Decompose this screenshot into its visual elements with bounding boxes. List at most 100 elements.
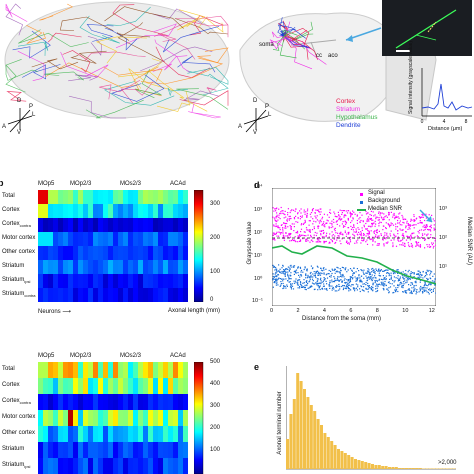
background-point	[323, 272, 325, 274]
heatmap-cell	[183, 232, 188, 247]
background-point	[347, 283, 349, 285]
panel-c-heatmap: MOp5 MOp2/3 MOs2/3 ACAd Total Cortex Cortexco…	[0, 352, 236, 474]
heatmap-cell	[153, 204, 159, 219]
heatmap-cell	[178, 204, 184, 219]
legend-median-snr: Median SNR	[368, 206, 403, 212]
signal-point	[307, 229, 309, 231]
region-label: MOp5	[38, 181, 55, 187]
background-point	[290, 278, 292, 280]
background-point	[319, 278, 322, 281]
background-point	[287, 274, 289, 276]
heatmap-cell	[153, 442, 159, 459]
histogram-bar	[337, 449, 340, 469]
background-point	[375, 288, 377, 290]
legend-cortex: Cortex	[336, 98, 356, 105]
heatmap-cell	[173, 362, 179, 379]
heatmap-cell	[48, 378, 54, 395]
background-point	[337, 276, 339, 278]
signal-point	[279, 227, 281, 229]
background-point	[386, 272, 388, 274]
background-point	[282, 272, 284, 274]
signal-point	[347, 232, 349, 234]
heatmap-cell	[138, 362, 144, 379]
background-point	[314, 273, 316, 275]
background-point	[357, 284, 359, 286]
x-tick-8: 8	[465, 119, 468, 125]
heatmap-cell	[38, 204, 44, 219]
signal-point	[383, 243, 385, 245]
background-point	[385, 284, 387, 286]
axon-trace	[128, 68, 175, 92]
background-point	[367, 282, 369, 284]
signal-point	[339, 216, 341, 218]
heatmap-cell	[43, 458, 49, 474]
signal-point	[334, 242, 336, 244]
signal-point	[318, 220, 320, 222]
background-point	[324, 278, 326, 280]
heatmap-cell	[98, 260, 104, 275]
signal-point	[384, 234, 386, 236]
heatmap-cell	[53, 442, 59, 459]
histogram-bar	[374, 465, 378, 469]
background-point	[406, 281, 408, 283]
background-point	[282, 265, 284, 267]
signal-point	[419, 222, 421, 224]
signal-point	[373, 232, 375, 234]
heatmap-cell	[153, 394, 159, 411]
background-point	[367, 291, 369, 293]
background-point	[323, 269, 325, 271]
heatmap-cell	[168, 394, 174, 411]
heatmap-cell	[48, 274, 54, 289]
background-point	[301, 286, 303, 288]
signal-point	[394, 218, 396, 220]
signal-point	[334, 215, 336, 217]
signal-point	[375, 236, 377, 238]
axon-trace	[112, 4, 168, 36]
signal-point	[347, 210, 349, 212]
axon-trace	[39, 3, 74, 21]
background-point	[318, 271, 320, 273]
background-point	[335, 270, 337, 272]
heatmap-cell	[183, 410, 188, 427]
background-point	[333, 269, 335, 271]
signal-point	[326, 232, 328, 234]
signal-point	[318, 210, 320, 213]
background-point	[334, 279, 336, 281]
signal-point	[310, 234, 312, 236]
signal-point	[273, 232, 275, 234]
signal-point	[371, 219, 373, 221]
background-point	[283, 273, 285, 275]
background-point	[424, 276, 426, 278]
signal-point	[410, 245, 412, 247]
signal-point	[355, 240, 357, 242]
heatmap-cell	[118, 232, 124, 247]
background-point	[411, 282, 413, 284]
background-point	[334, 290, 336, 292]
histogram-bar	[388, 467, 391, 469]
snr-scatter-plot	[272, 188, 436, 306]
signal-point	[330, 226, 332, 229]
heatmap-cell	[108, 394, 114, 411]
heatmap-cell	[103, 442, 109, 459]
signal-point	[389, 233, 391, 235]
histogram-bar	[394, 467, 398, 469]
signal-point	[411, 224, 413, 226]
background-point	[396, 269, 398, 271]
heatmap-cell	[108, 204, 114, 219]
heatmap-cell	[123, 246, 129, 261]
background-point	[388, 281, 390, 283]
signal-point	[422, 214, 424, 217]
heatmap-cell	[38, 426, 44, 443]
legend-snr-swatch	[357, 209, 366, 211]
signal-point	[385, 215, 387, 217]
background-point	[393, 281, 395, 283]
signal-point	[379, 221, 381, 223]
signal-point	[416, 235, 418, 237]
background-point	[308, 281, 310, 283]
signal-point	[365, 213, 368, 215]
signal-point	[336, 216, 338, 218]
x-tick-0: 0	[421, 119, 424, 125]
heatmap-cell	[143, 246, 149, 261]
background-point	[317, 278, 319, 280]
background-point	[405, 292, 408, 294]
